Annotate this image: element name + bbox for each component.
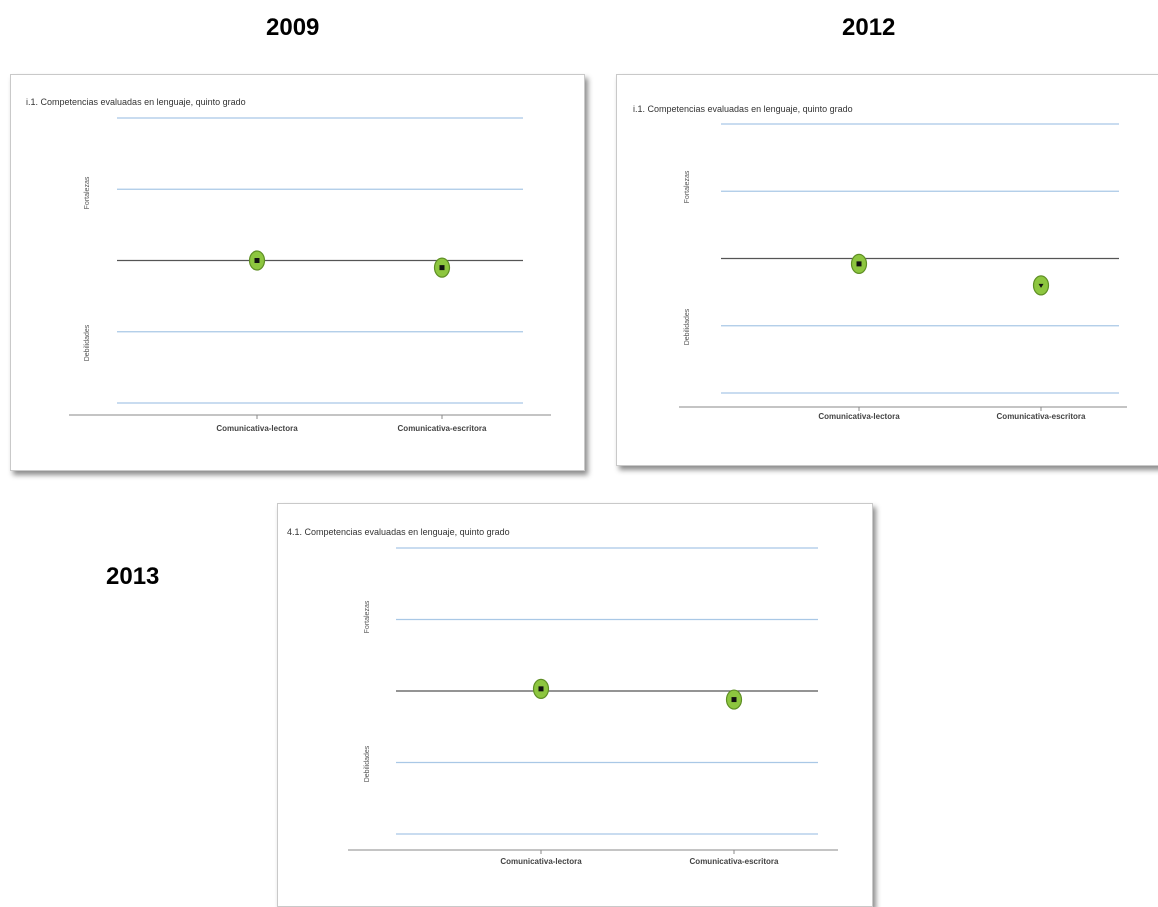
data-point-symbol [856,261,862,267]
x-tick-label: Comunicativa-lectora [500,857,582,866]
y-label-fortalezas: Fortalezas [684,170,691,203]
chart-svg: 4.1. Competencias evaluadas en lenguaje,… [287,527,838,866]
chart-title: i.1. Competencias evaluadas en lenguaje,… [633,104,853,114]
chart-title: i.1. Competencias evaluadas en lenguaje,… [26,97,246,107]
data-point-symbol [731,697,737,703]
year-label-2012: 2012 [842,14,896,41]
chart-svg: i.1. Competencias evaluadas en lenguaje,… [26,97,551,433]
y-label-debilidades: Debilidades [364,745,371,782]
chart-panel-2012: i.1. Competencias evaluadas en lenguaje,… [616,74,1158,466]
chart-panel-2013: 4.1. Competencias evaluadas en lenguaje,… [277,503,873,907]
data-point-symbol [254,258,260,263]
y-label-debilidades: Debilidades [684,308,691,345]
y-label-debilidades: Debilidades [84,324,91,361]
data-point-symbol [538,686,544,692]
chart-svg: i.1. Competencias evaluadas en lenguaje,… [633,104,1127,421]
x-tick-label: Comunicativa-escritora [690,857,779,866]
x-tick-label: Comunicativa-escritora [997,412,1086,421]
y-label-fortalezas: Fortalezas [84,176,91,209]
x-tick-label: Comunicativa-lectora [818,412,900,421]
year-label-2009: 2009 [266,14,320,41]
chart-title: 4.1. Competencias evaluadas en lenguaje,… [287,527,510,537]
year-label-2013: 2013 [106,563,160,590]
data-point-symbol [1038,283,1044,288]
y-label-fortalezas: Fortalezas [364,600,371,633]
data-point-symbol [439,265,445,271]
chart-panel-2009: i.1. Competencias evaluadas en lenguaje,… [10,74,585,471]
x-tick-label: Comunicativa-escritora [398,424,487,433]
x-tick-label: Comunicativa-lectora [216,424,298,433]
